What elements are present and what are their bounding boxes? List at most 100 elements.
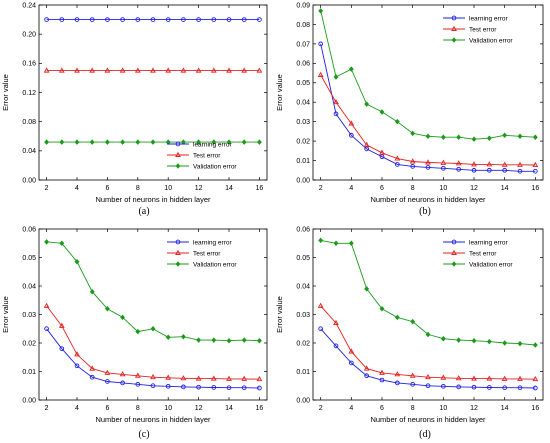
data-point: [456, 166, 462, 172]
y-tick-label: 0.00: [22, 177, 36, 184]
x-tick-label: 16: [531, 185, 539, 192]
data-point: [471, 136, 477, 142]
data-point: [165, 334, 171, 341]
data-point: [318, 41, 324, 47]
data-point: [226, 385, 232, 391]
data-point: [211, 139, 217, 145]
data-point: [379, 306, 385, 312]
legend-label: Test error: [193, 152, 221, 159]
x-tick-label: 4: [75, 405, 79, 412]
data-point: [196, 384, 201, 390]
data-point: [211, 385, 217, 390]
data-point: [333, 240, 339, 247]
data-point: [532, 385, 538, 391]
data-point: [425, 383, 431, 389]
legend-label: learning error: [193, 141, 232, 148]
chart-panel-b: 0.00 0.01 0.02 0.03 0.04 0.05 0.06 0.07 0.08 0.09…: [275, 2, 544, 217]
x-tick-label: 10: [439, 405, 447, 412]
data-point: [196, 17, 201, 22]
x-tick-label: 10: [439, 185, 447, 192]
x-tick-label: 14: [225, 185, 233, 192]
series-learning-error: [44, 17, 262, 22]
data-point: [318, 326, 324, 332]
x-tick-label: 2: [319, 405, 323, 412]
y-tick-label: 0.02: [296, 340, 310, 347]
data-point: [165, 383, 171, 389]
data-point: [486, 385, 492, 390]
data-point: [181, 17, 186, 22]
x-tick-label: 8: [411, 405, 415, 412]
data-point: [394, 118, 400, 125]
x-tick-label: 16: [256, 185, 264, 192]
y-tick-label: 0.06: [296, 226, 310, 233]
y-tick-label: 0.01: [296, 158, 310, 165]
data-point: [471, 384, 477, 390]
data-point: [502, 385, 508, 391]
legend-marker: [175, 261, 181, 267]
y-tick-label: 0.06: [22, 226, 36, 233]
x-axis-label: Number of neurons in hidden layer: [95, 415, 211, 424]
data-point: [517, 385, 523, 391]
data-point: [410, 381, 416, 387]
data-point: [181, 384, 186, 390]
data-point: [456, 134, 462, 140]
data-point: [241, 139, 247, 145]
legend-label: Test error: [193, 250, 221, 257]
series-line: [46, 328, 260, 389]
data-point: [211, 17, 217, 22]
legend-label: Validation error: [193, 163, 237, 170]
data-point: [409, 372, 416, 378]
data-point: [502, 132, 508, 139]
data-point: [517, 168, 523, 174]
data-point: [364, 146, 370, 152]
data-point: [241, 67, 248, 73]
y-tick-label: 0.16: [22, 61, 36, 68]
data-point: [456, 384, 462, 390]
data-point: [89, 17, 95, 22]
data-point: [89, 139, 95, 145]
y-tick-label: 0.04: [296, 283, 310, 290]
data-point: [486, 161, 493, 167]
x-tick-label: 14: [225, 405, 233, 412]
y-tick-label: 0.07: [296, 41, 310, 48]
x-tick-label: 2: [45, 185, 49, 192]
data-point: [43, 302, 50, 308]
legend-marker: [175, 249, 181, 255]
data-point: [105, 139, 110, 145]
data-point: [241, 337, 247, 343]
data-point: [104, 67, 111, 73]
x-tick-label: 6: [380, 185, 384, 192]
legend-marker: [175, 141, 181, 147]
data-point: [348, 132, 354, 138]
data-point: [456, 337, 462, 343]
x-tick-label: 10: [164, 185, 172, 192]
data-point: [165, 374, 172, 380]
y-tick-label: 0.00: [296, 177, 310, 184]
data-point: [317, 71, 324, 77]
data-point: [471, 167, 477, 173]
data-point: [257, 139, 262, 145]
data-point: [348, 240, 354, 247]
plot-frame: [38, 4, 268, 181]
x-tick-label: 6: [105, 405, 109, 412]
legend-label: learning error: [469, 239, 508, 246]
data-point: [58, 67, 65, 73]
data-point: [425, 133, 431, 140]
x-axis-label: Number of neurons in hidden layer: [370, 195, 486, 204]
series-test-error: [43, 302, 263, 382]
x-tick-label: 8: [136, 405, 140, 412]
data-point: [89, 67, 96, 73]
y-axis-label: Error value: [275, 296, 284, 333]
data-point: [104, 369, 111, 375]
data-point: [486, 375, 493, 381]
data-point: [394, 162, 400, 167]
data-point: [394, 155, 401, 161]
data-point: [486, 135, 492, 141]
data-point: [120, 314, 125, 321]
y-tick-label: 0.04: [22, 148, 36, 155]
data-point: [440, 165, 446, 171]
data-point: [363, 141, 370, 147]
data-point: [226, 375, 232, 381]
data-point: [44, 326, 49, 332]
y-axis-label: Error value: [1, 74, 10, 111]
